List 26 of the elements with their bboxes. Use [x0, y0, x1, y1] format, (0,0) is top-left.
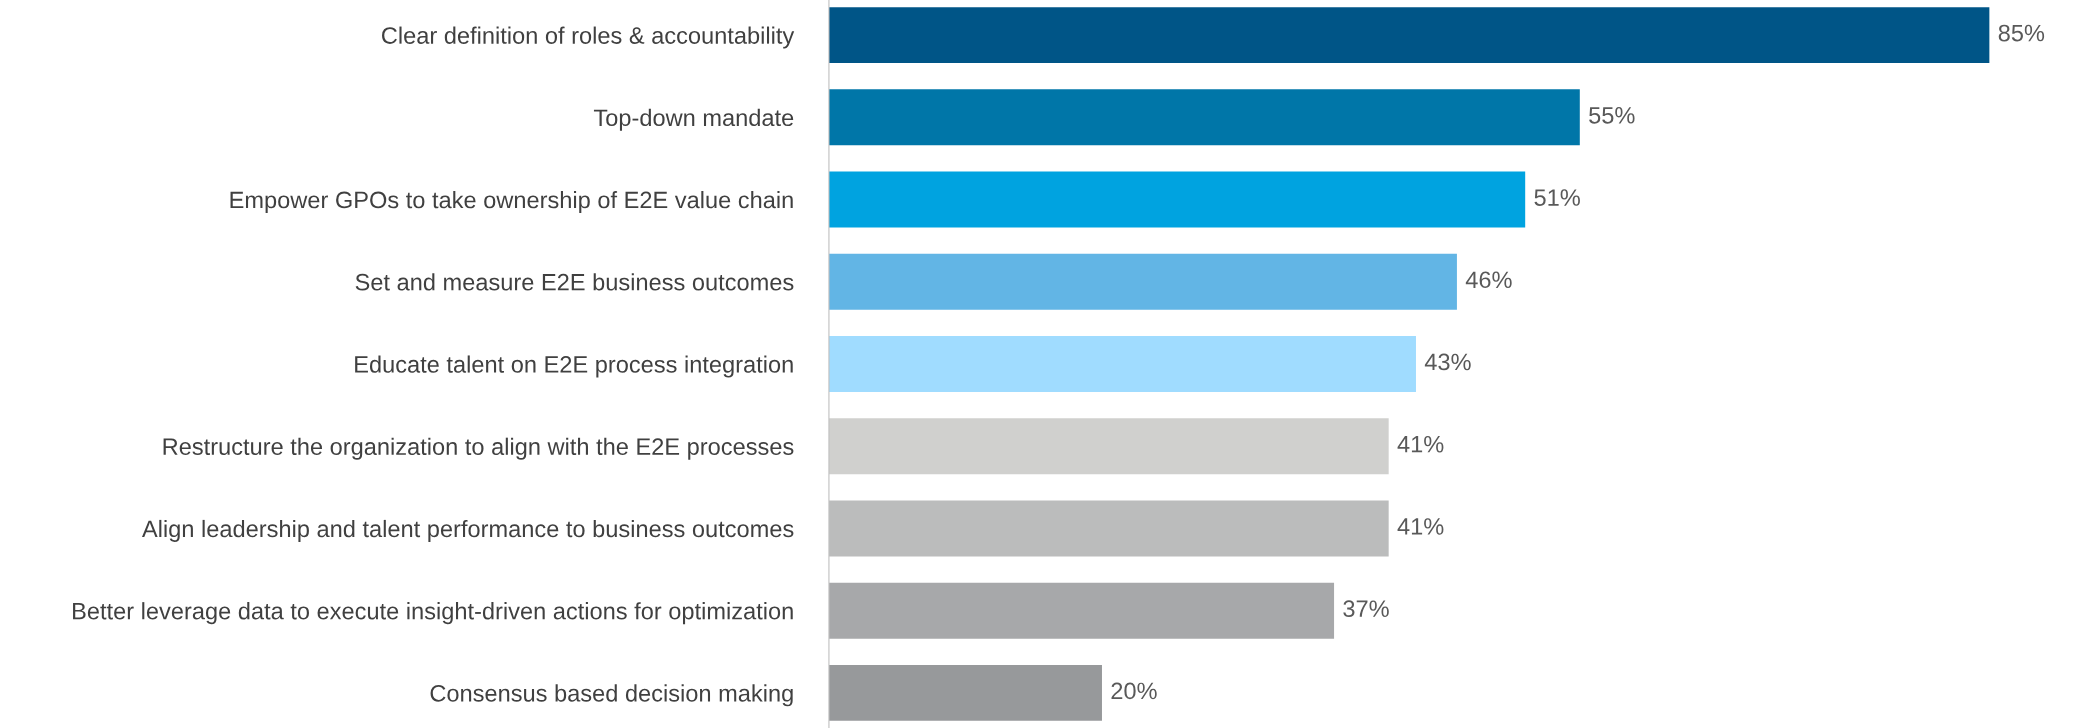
data-label: 46%	[1465, 271, 1512, 289]
bar	[828, 253, 1457, 310]
data-label: 55%	[1589, 107, 1635, 124]
bar	[828, 664, 1102, 721]
data-label: 41%	[1397, 518, 1444, 535]
y-tick-label: Align leadership and talent performance to business outcomes	[141, 519, 794, 542]
bar	[828, 7, 1990, 64]
data-label: 20%	[1111, 682, 1157, 700]
bar	[828, 582, 1335, 639]
data-label: 41%	[1397, 435, 1444, 453]
y-tick-label: Educate talent on E2E process integration	[355, 355, 793, 378]
y-tick-label: Better leverage data to execute insight-driven actions for optimization	[73, 602, 793, 625]
y-tick-label: Set and measure E2E business outcomes	[355, 273, 794, 291]
y-tick-label: Restructure the organization to align with the E2E processes	[163, 437, 794, 460]
bar	[828, 171, 1526, 228]
y-tick-label: Empower GPOs to take ownership of E2E value chain	[230, 190, 793, 213]
bar	[828, 89, 1580, 146]
data-label: 51%	[1534, 189, 1580, 206]
data-label: 37%	[1343, 600, 1389, 618]
bar	[828, 418, 1389, 475]
y-tick-label: Top-down mandate	[593, 108, 794, 131]
y-tick-label: Clear definition of roles & accountability	[382, 26, 795, 49]
data-label: 43%	[1424, 353, 1471, 371]
bar	[828, 336, 1416, 392]
y-tick-label: Consensus based decision making	[430, 684, 793, 707]
data-label: 85%	[1998, 24, 2045, 42]
